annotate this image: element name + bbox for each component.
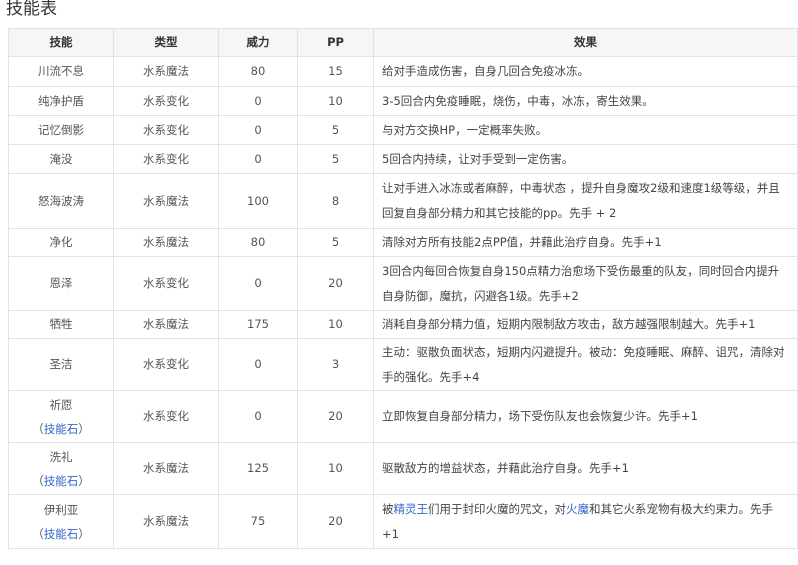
- skill-name-cell: 伊利亚 （技能石）: [8, 494, 114, 549]
- skill-power: 0: [218, 115, 298, 145]
- table-row: 川流不息 水系魔法 80 15 给对手造成伤害，自身几回合免疫冰冻。: [8, 56, 798, 87]
- skill-effect: 消耗自身部分精力值，短期内限制敌方攻击，敌方越强限制越大。先手+1: [373, 310, 798, 339]
- skill-name: 净化: [49, 235, 73, 249]
- skill-name-cell: 纯净护盾: [8, 86, 114, 116]
- skill-pp: 3: [297, 338, 374, 391]
- skill-pp: 5: [297, 115, 374, 145]
- skill-effect: 给对手造成伤害，自身几回合免疫冰冻。: [373, 56, 798, 87]
- skill-stone-link[interactable]: 技能石: [43, 473, 79, 488]
- skill-stone-link[interactable]: 技能石: [43, 421, 79, 436]
- skill-type: 水系变化: [113, 338, 219, 391]
- skill-table: 技能 类型 威力 PP 效果 川流不息 水系魔法 80 15 给对手造成伤害，自身几回合免疫冰冻…: [8, 28, 798, 549]
- skill-effect: 3-5回合内免疫睡眠，烧伤，中毒，冰冻，寄生效果。: [373, 86, 798, 116]
- skill-pp: 10: [297, 442, 374, 495]
- skill-type: 水系变化: [113, 86, 219, 116]
- skill-type: 水系变化: [113, 144, 219, 174]
- skill-name-cell: 圣洁: [8, 338, 114, 391]
- table-row: 淹没 水系变化 0 5 5回合内持续，让对手受到一定伤害。: [8, 144, 798, 174]
- skill-stone-link[interactable]: 技能石: [43, 526, 79, 541]
- skill-type: 水系变化: [113, 256, 219, 311]
- skill-name: 川流不息: [38, 64, 84, 78]
- column-header: PP: [297, 28, 374, 57]
- skill-type: 水系魔法: [113, 494, 219, 549]
- skill-name: 伊利亚: [43, 502, 79, 517]
- table-row: 牺牲 水系魔法 175 10 消耗自身部分精力值，短期内限制敌方攻击，敌方越强限制越大。…: [8, 310, 798, 339]
- column-header: 效果: [373, 28, 798, 57]
- skill-type: 水系变化: [113, 115, 219, 145]
- skill-power: 175: [218, 310, 298, 339]
- table-row: 记忆倒影 水系变化 0 5 与对方交换HP，一定概率失败。: [8, 115, 798, 145]
- column-header: 类型: [113, 28, 219, 57]
- skill-name-cell: 淹没: [8, 144, 114, 174]
- skill-pp: 5: [297, 144, 374, 174]
- skill-power: 0: [218, 390, 298, 443]
- skill-pp: 10: [297, 310, 374, 339]
- skill-name: 淹没: [49, 151, 73, 166]
- skill-pp: 20: [297, 256, 374, 311]
- table-row: 洗礼 （技能石） 水系魔法 125 10 驱散敌方的增益状态，并藉此治疗自身。先手+1: [8, 442, 798, 495]
- skill-effect: 主动：驱散负面状态，短期内闪避提升。被动：免疫睡眠、麻醉、诅咒，清除对手的强化。…: [373, 338, 798, 391]
- table-row: 恩泽 水系变化 0 20 3回合内每回合恢复自身150点精力治愈场下受伤最重的队友，同时…: [8, 256, 798, 311]
- page-title: 技能表: [6, 0, 57, 19]
- skill-power: 80: [218, 228, 298, 257]
- skill-power: 0: [218, 86, 298, 116]
- skill-name: 记忆倒影: [38, 122, 84, 137]
- skill-name-cell: 祈愿 （技能石）: [8, 390, 114, 443]
- table-row: 怒海波涛 水系魔法 100 8 让对手进入冰冻或者麻醉，中毒状态 ，提升自身魔攻2级和速…: [8, 173, 798, 229]
- skill-power: 80: [218, 56, 298, 87]
- skill-effect: 清除对方所有技能2点PP值，并藉此治疗自身。先手+1: [373, 228, 798, 257]
- skill-name: 牺牲: [49, 317, 73, 331]
- skill-power: 100: [218, 173, 298, 229]
- skill-effect: 5回合内持续，让对手受到一定伤害。: [373, 144, 798, 174]
- effect-text: 们用于封印火魔的咒文，对: [428, 501, 566, 516]
- skill-power: 0: [218, 338, 298, 391]
- skill-name-cell: 恩泽: [8, 256, 114, 311]
- skill-name: 祈愿: [49, 397, 73, 412]
- skill-pp: 15: [297, 56, 374, 87]
- table-row: 净化 水系魔法 80 5 清除对方所有技能2点PP值，并藉此治疗自身。先手+1: [8, 228, 798, 257]
- skill-effect: 驱散敌方的增益状态，并藉此治疗自身。先手+1: [373, 442, 798, 495]
- skill-pp: 20: [297, 494, 374, 549]
- effect-text: 被: [382, 501, 394, 516]
- skill-effect: 让对手进入冰冻或者麻醉，中毒状态 ，提升自身魔攻2级和速度1级等级，并且回复自身…: [373, 173, 798, 229]
- skill-name-cell: 净化: [8, 228, 114, 257]
- skill-name: 怒海波涛: [38, 193, 84, 208]
- skill-name: 恩泽: [49, 276, 73, 290]
- column-header: 威力: [218, 28, 298, 57]
- skill-power: 125: [218, 442, 298, 495]
- skill-type: 水系魔法: [113, 173, 219, 229]
- skill-type: 水系魔法: [113, 442, 219, 495]
- skill-name: 圣洁: [49, 357, 73, 371]
- table-row: 祈愿 （技能石） 水系变化 0 20 立即恢复自身部分精力，场下受伤队友也会恢复少许。先手…: [8, 390, 798, 443]
- skill-name: 纯净护盾: [38, 93, 84, 108]
- skill-effect: 立即恢复自身部分精力，场下受伤队友也会恢复少许。先手+1: [373, 390, 798, 443]
- skill-name-cell: 川流不息: [8, 56, 114, 87]
- skill-name-cell: 记忆倒影: [8, 115, 114, 145]
- skill-pp: 10: [297, 86, 374, 116]
- effect-link[interactable]: 火魔: [566, 501, 589, 516]
- skill-name: 洗礼: [49, 449, 73, 464]
- skill-type: 水系魔法: [113, 228, 219, 257]
- skill-type: 水系魔法: [113, 56, 219, 87]
- skill-power: 75: [218, 494, 298, 549]
- skill-effect: 3回合内每回合恢复自身150点精力治愈场下受伤最重的队友，同时回合内提升自身防御…: [373, 256, 798, 311]
- effect-link[interactable]: 精灵王: [393, 501, 429, 516]
- table-row: 伊利亚 （技能石） 水系魔法 75 20 被精灵王们用于封印火魔的咒文，对火魔和其它火系宠…: [8, 494, 798, 549]
- skill-pp: 8: [297, 173, 374, 229]
- table-row: 圣洁 水系变化 0 3 主动：驱散负面状态，短期内闪避提升。被动：免疫睡眠、麻醉、诅咒，…: [8, 338, 798, 391]
- skill-power: 0: [218, 256, 298, 311]
- skill-type: 水系变化: [113, 390, 219, 443]
- skill-power: 0: [218, 144, 298, 174]
- skill-effect: 与对方交换HP，一定概率失败。: [373, 115, 798, 145]
- skill-name-cell: 洗礼 （技能石）: [8, 442, 114, 495]
- skill-type: 水系魔法: [113, 310, 219, 339]
- skill-name-cell: 牺牲: [8, 310, 114, 339]
- skill-pp: 5: [297, 228, 374, 257]
- skill-effect: 被精灵王们用于封印火魔的咒文，对火魔和其它火系宠物有极大约束力。先手+1: [373, 494, 798, 549]
- skill-pp: 20: [297, 390, 374, 443]
- column-header: 技能: [8, 28, 114, 57]
- skill-name-cell: 怒海波涛: [8, 173, 114, 229]
- effect-text: 和其它火系宠物有极大约束力。先手+1: [382, 501, 773, 541]
- table-row: 纯净护盾 水系变化 0 10 3-5回合内免疫睡眠，烧伤，中毒，冰冻，寄生效果。: [8, 86, 798, 116]
